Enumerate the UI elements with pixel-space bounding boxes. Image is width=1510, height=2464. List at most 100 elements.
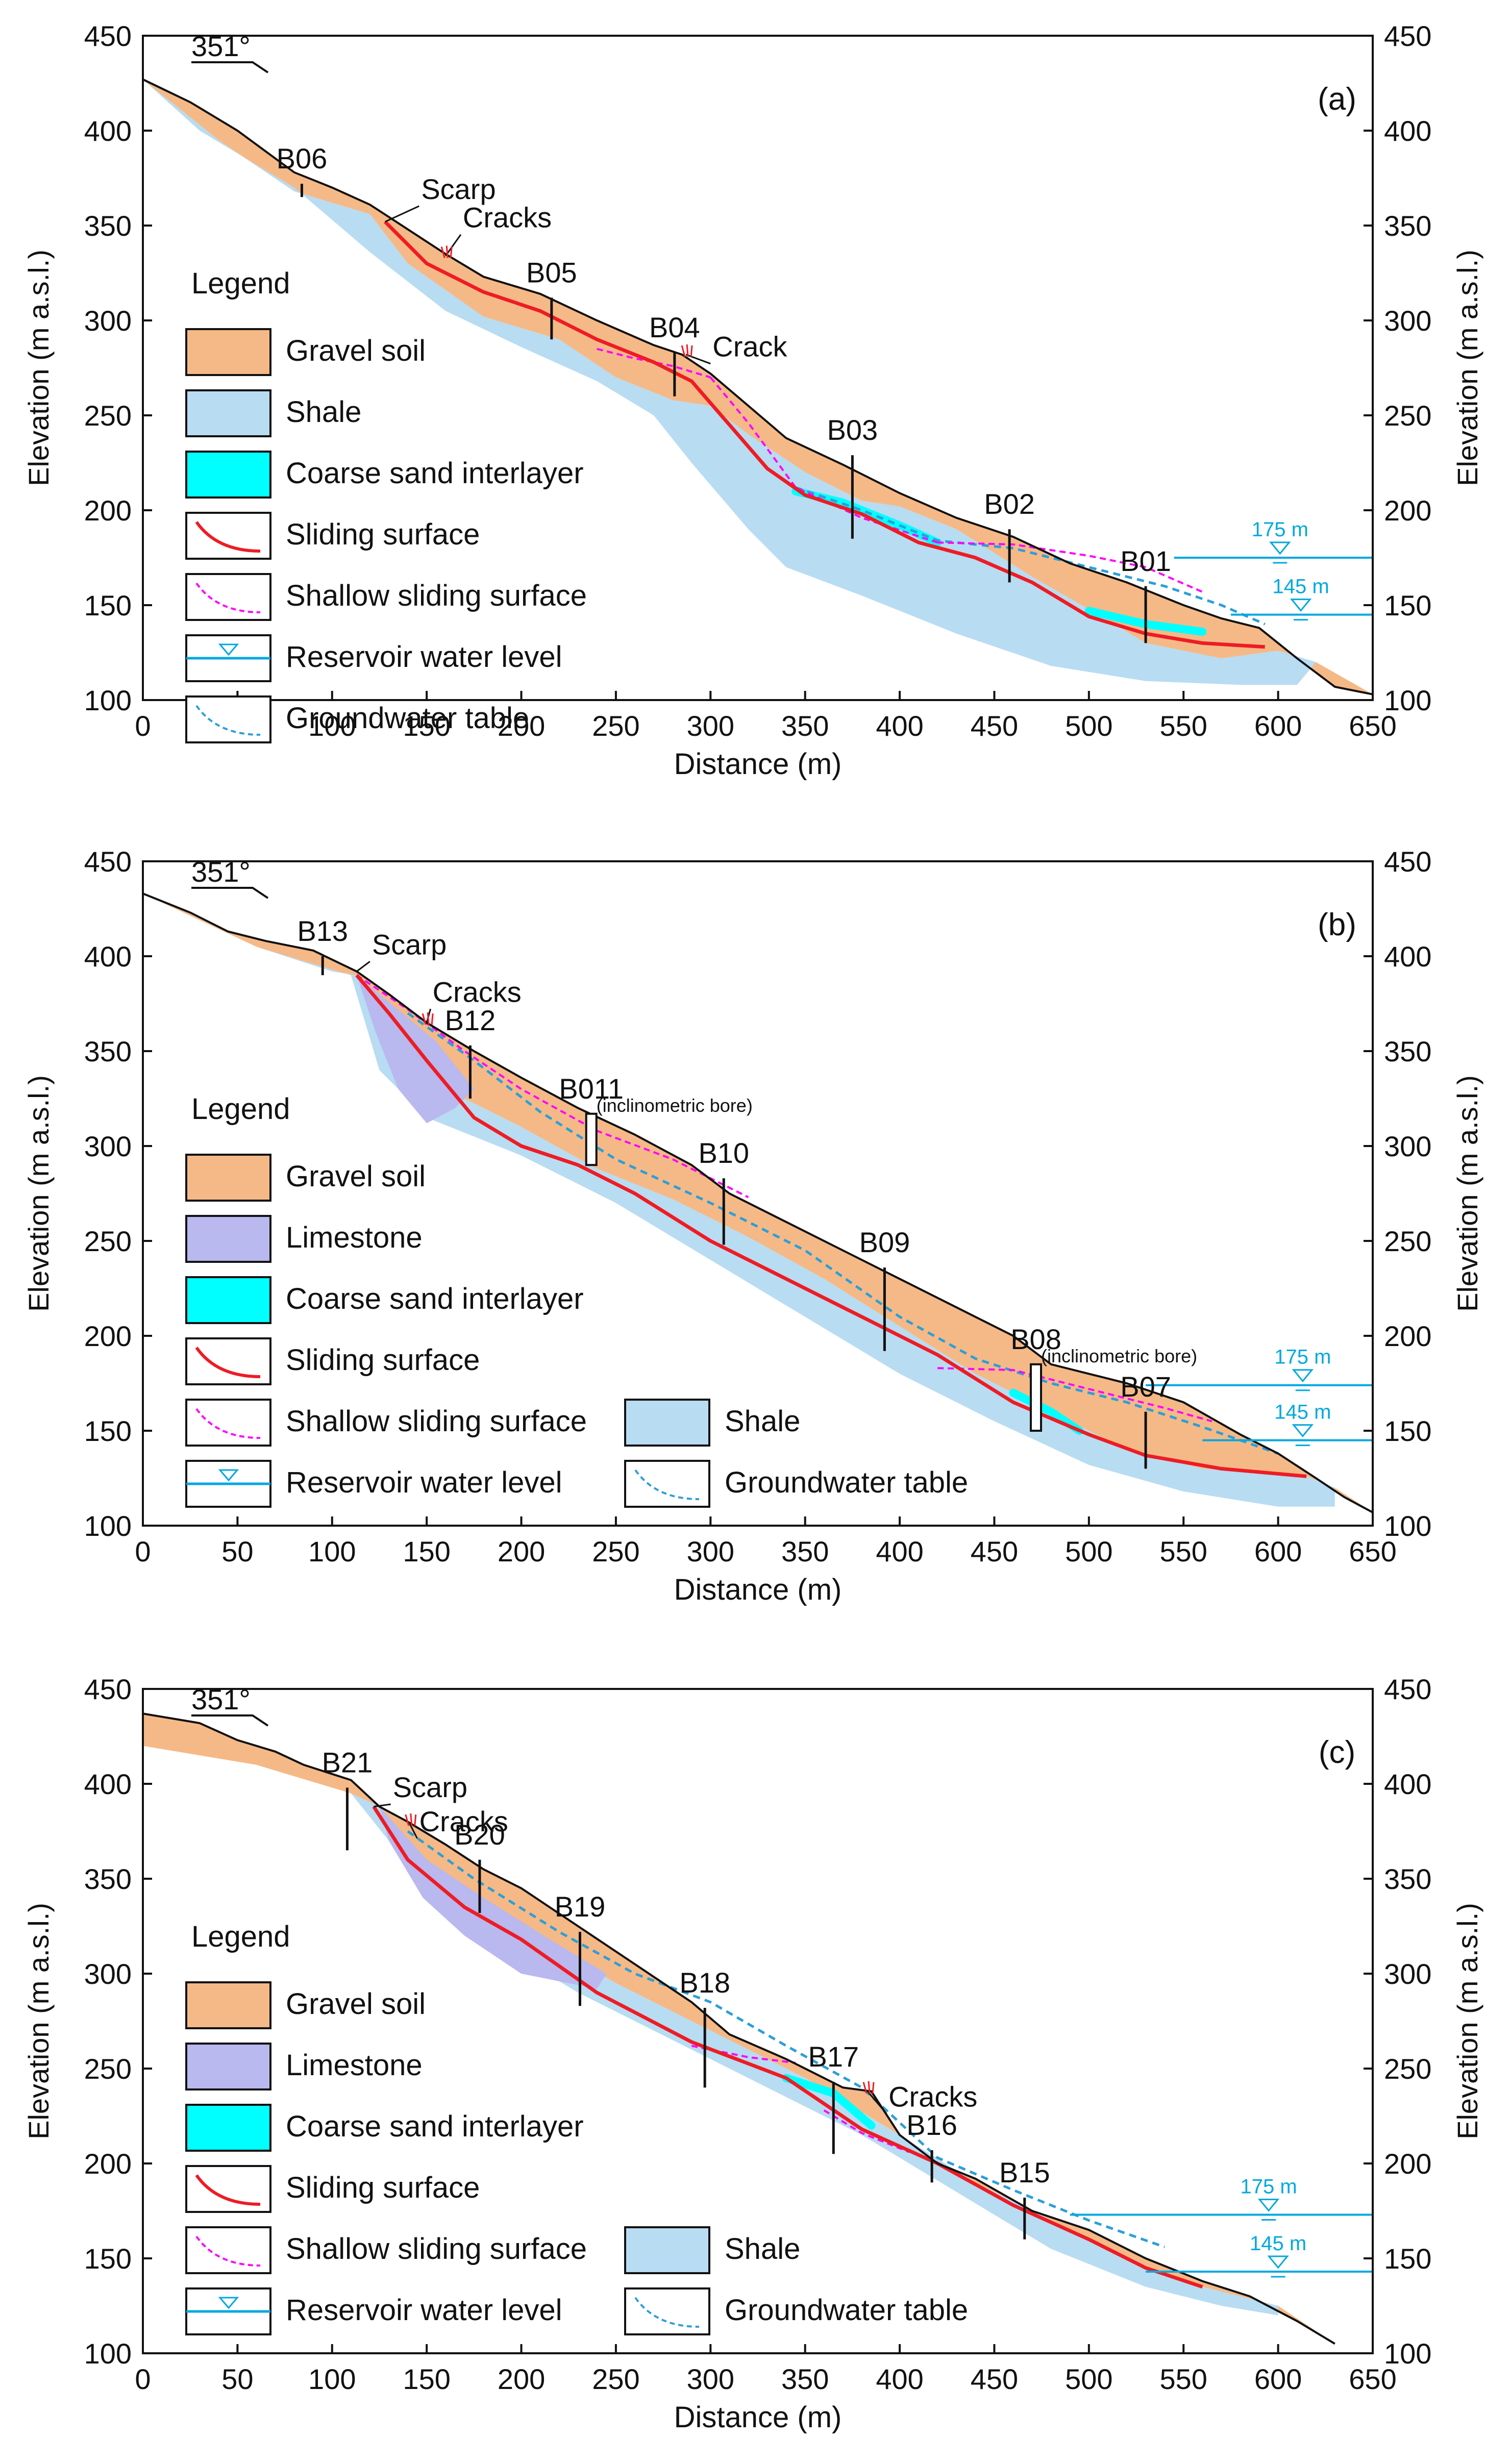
x-tick-label: 200: [498, 1535, 545, 1567]
y-tick-label: 300: [84, 305, 132, 337]
y-tick-label-right: 350: [1384, 1035, 1431, 1067]
y-tick-label-right: 200: [1384, 2148, 1431, 2180]
x-tick-label: 550: [1160, 710, 1207, 742]
legend-label: Sliding surface: [286, 518, 480, 551]
groundwater-table-line: [795, 486, 1266, 626]
x-axis-title: Distance (m): [674, 1573, 842, 1606]
y-tick-label-right: 350: [1384, 210, 1431, 242]
x-tick-label: 600: [1254, 710, 1302, 742]
legend-label: Reservoir water level: [286, 2294, 562, 2327]
y-axis-title-right: Elevation (m a.s.l.): [1451, 250, 1483, 486]
water-level-label: 175 m: [1240, 2175, 1297, 2198]
y-axis-title: Elevation (m a.s.l.): [22, 250, 55, 486]
x-tick-label: 350: [781, 1535, 829, 1567]
legend-water-triangle-icon: [218, 643, 239, 656]
y-tick-label-right: 450: [1384, 20, 1431, 52]
legend-swatch: [185, 389, 271, 437]
x-tick-label: 50: [221, 1535, 253, 1567]
legend-swatch: [185, 573, 271, 621]
plot-frame: [142, 860, 1374, 1527]
x-tick-label: 100: [308, 710, 356, 742]
legend-swatch: [624, 2287, 710, 2335]
y-tick-label: 450: [84, 1673, 132, 1705]
legend-swatch: [185, 2043, 271, 2090]
legend-label: Shallow sliding surface: [286, 2232, 587, 2266]
y-tick-label-right: 150: [1384, 1415, 1431, 1447]
feature-leader-line: [409, 1823, 418, 1839]
borehole-label: B20: [454, 1819, 505, 1851]
legend-label: Gravel soil: [286, 334, 426, 367]
legend-label: Limestone: [286, 1221, 423, 1254]
orientation-label: 351°: [191, 30, 251, 62]
x-tick-label: 400: [876, 2363, 923, 2395]
x-tick-label: 650: [1349, 710, 1396, 742]
legend-title: Legend: [191, 1920, 290, 1953]
x-tick-label: 500: [1065, 1535, 1112, 1567]
y-tick-label-right: 450: [1384, 845, 1431, 878]
legend-swatch: [185, 1981, 271, 2029]
y-tick-label-right: 150: [1384, 2243, 1431, 2275]
water-level-triangle-icon: [1257, 2198, 1280, 2212]
crack-icon: [862, 2081, 875, 2094]
groundwater-table-line: [407, 1012, 1279, 1455]
legend-label: Coarse sand interlayer: [286, 1282, 584, 1315]
borehole-note: (inclinometric bore): [597, 1095, 753, 1116]
crack-icon: [440, 245, 453, 258]
legend-label: Gravel soil: [286, 1160, 426, 1193]
water-level-triangle-icon: [1269, 541, 1291, 555]
legend-label: Shale: [725, 1405, 800, 1438]
shallow-sliding-surface-line: [597, 347, 711, 379]
inclinometric-borehole: [1030, 1363, 1043, 1432]
legend-swatch: [185, 695, 271, 743]
y-tick-label: 250: [84, 1225, 132, 1257]
borehole-label: B02: [984, 488, 1035, 520]
borehole-label: B011: [559, 1073, 624, 1105]
ground-surface-line: [143, 892, 1373, 1513]
y-tick-label: 250: [84, 2053, 132, 2085]
legend-groundwater-symbol: [195, 705, 261, 736]
borehole-label: B03: [827, 414, 878, 446]
x-axis-title: Distance (m): [674, 748, 842, 781]
feature-leader-line: [445, 234, 462, 257]
feature-label: Cracks: [463, 202, 552, 234]
feature-label: Scarp: [372, 928, 447, 960]
legend-label: Groundwater table: [725, 1466, 968, 1499]
water-level-triangle-icon: [1292, 1424, 1314, 1437]
y-tick-label-right: 350: [1384, 1863, 1431, 1895]
legend-swatch: [185, 1215, 271, 1263]
feature-label: Scarp: [393, 1771, 467, 1803]
orientation-arrow-icon: [191, 1714, 269, 1727]
legend-groundwater-symbol: [634, 2297, 700, 2328]
y-tick-label: 200: [84, 1320, 132, 1352]
water-level-triangle-icon: [1267, 2255, 1289, 2269]
x-tick-label: 0: [135, 710, 151, 742]
legend-water-triangle-icon: [218, 2297, 239, 2309]
legend-swatch: [185, 328, 271, 376]
legend-title: Legend: [191, 267, 290, 300]
x-tick-label: 250: [592, 1535, 639, 1567]
borehole-label: B01: [1120, 545, 1171, 577]
x-tick-label: 100: [308, 2363, 356, 2395]
sliding-surface-line: [355, 974, 1307, 1478]
x-tick-label: 450: [971, 710, 1018, 742]
water-level-triangle-icon: [1290, 599, 1312, 612]
y-tick-label: 100: [84, 684, 132, 716]
y-tick-label-right: 300: [1384, 1130, 1431, 1162]
gravel-soil-fill: [143, 79, 1373, 694]
legend-swatch: [185, 1154, 271, 1202]
y-tick-label-right: 250: [1384, 400, 1431, 432]
y-tick-label: 450: [84, 20, 132, 52]
y-tick-label-right: 250: [1384, 1225, 1431, 1257]
feature-label: Cracks: [419, 1805, 508, 1837]
y-tick-label-right: 150: [1384, 589, 1431, 621]
borehole-label: B13: [297, 915, 348, 947]
orientation-arrow-icon: [191, 61, 269, 73]
coarse-sand-interlayer: [1009, 1388, 1084, 1435]
x-tick-label: 500: [1065, 2363, 1112, 2395]
feature-leader-line: [685, 354, 711, 365]
y-tick-label-right: 300: [1384, 1958, 1431, 1990]
y-tick-label: 300: [84, 1130, 132, 1162]
y-tick-label: 400: [84, 1768, 132, 1800]
